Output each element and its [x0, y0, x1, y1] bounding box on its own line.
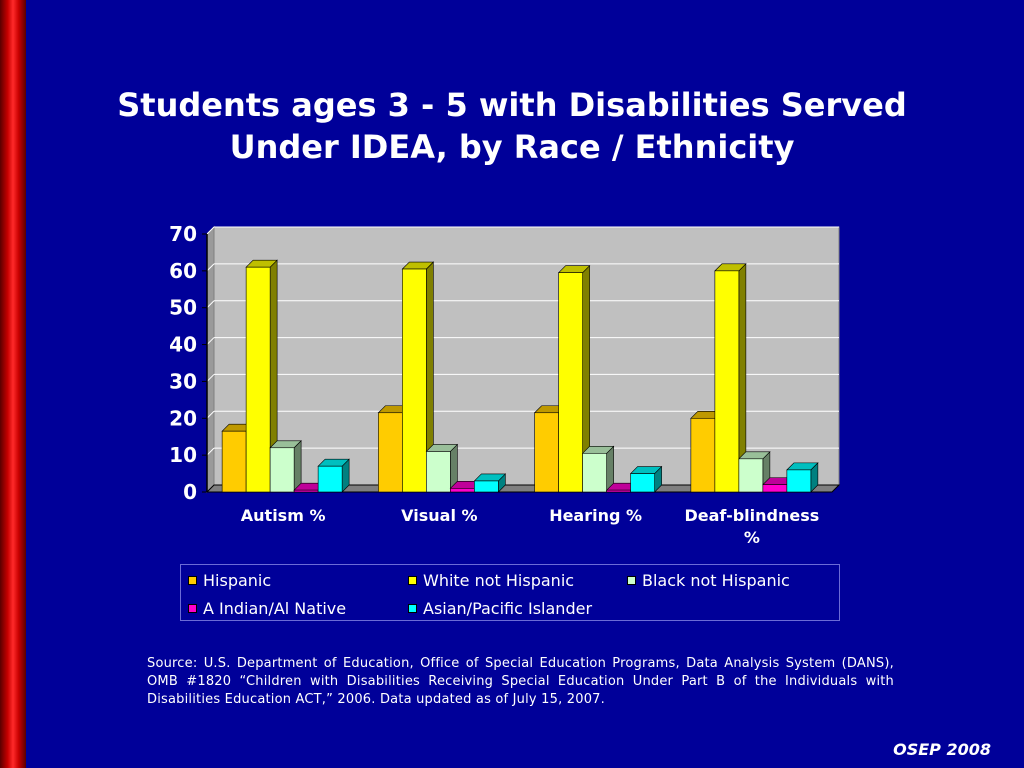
- bar: [402, 268, 427, 493]
- x-category-label: Visual %: [401, 506, 477, 525]
- bar: [762, 484, 788, 493]
- chart-legend: Hispanic White not Hispanic Black not Hi…: [180, 564, 840, 621]
- legend-item-white-not-hispanic: White not Hispanic: [408, 571, 574, 591]
- bar: [786, 469, 812, 493]
- legend-item-hispanic: Hispanic: [188, 571, 271, 591]
- y-tick-label: 30: [169, 369, 197, 393]
- bar: [450, 488, 475, 493]
- legend-label: A Indian/Al Native: [203, 599, 347, 618]
- bar: [582, 452, 607, 493]
- bar-chart: 0 10 20 30 40 50 60 70 Autism % Visual % Hearing %…: [169, 222, 841, 547]
- legend-item-a-indian-al-native: A Indian/Al Native: [188, 599, 346, 619]
- bar: [426, 451, 451, 493]
- bar: [245, 266, 271, 493]
- slide-title: Students ages 3 - 5 with Disabilities Se…: [40, 84, 984, 168]
- slide-title-line-1: Students ages 3 - 5 with Disabilities Se…: [117, 86, 907, 124]
- bar: [738, 458, 764, 493]
- bar: [221, 430, 247, 493]
- bar: [714, 270, 740, 493]
- bar: [293, 489, 319, 493]
- y-tick-label: 60: [169, 259, 197, 283]
- legend-item-asian-pacific-islander: Asian/Pacific Islander: [408, 599, 592, 619]
- bar: [690, 417, 716, 493]
- x-category-label: Autism %: [241, 506, 326, 525]
- legend-swatch-a-indian-al-native: [188, 604, 197, 613]
- left-accent-bar: [0, 0, 26, 768]
- footer-label: OSEP 2008: [893, 740, 991, 759]
- bar: [534, 412, 559, 493]
- y-tick-label: 10: [169, 443, 197, 467]
- legend-label: Asian/Pacific Islander: [423, 599, 593, 618]
- bar: [606, 489, 631, 493]
- gridline-side: [206, 337, 215, 345]
- legend-swatch-asian-pacific-islander: [408, 604, 417, 613]
- legend-swatch-black-not-hispanic: [627, 576, 636, 585]
- legend-label: Hispanic: [203, 571, 272, 590]
- gridline-side: [206, 374, 215, 382]
- y-tick-label: 70: [169, 222, 197, 246]
- bar: [630, 473, 655, 493]
- x-category-label: Hearing %: [549, 506, 642, 525]
- slide-title-line-2: Under IDEA, by Race / Ethnicity: [229, 128, 795, 166]
- legend-swatch-hispanic: [188, 576, 197, 585]
- legend-item-black-not-hispanic: Black not Hispanic: [627, 571, 790, 591]
- bar: [317, 465, 343, 493]
- y-tick-label: 20: [169, 406, 197, 430]
- gridline-side: [206, 300, 215, 309]
- bar: [378, 412, 403, 493]
- legend-swatch-white-not-hispanic: [408, 576, 417, 585]
- bar: [558, 272, 583, 493]
- gridline-side: [206, 410, 215, 419]
- gridline-side: [206, 263, 215, 272]
- gridline-side: [206, 226, 215, 235]
- bar: [269, 447, 295, 493]
- bar: [474, 480, 499, 493]
- source-note: Source: U.S. Department of Education, Of…: [147, 656, 894, 707]
- y-tick-label: 40: [169, 333, 197, 357]
- y-tick-label: 50: [169, 296, 197, 320]
- legend-label: White not Hispanic: [423, 571, 575, 590]
- y-tick-label: 0: [183, 480, 197, 504]
- legend-label: Black not Hispanic: [642, 571, 790, 590]
- gridline-side: [206, 447, 215, 456]
- x-category-label: Deaf-blindness%: [684, 506, 819, 547]
